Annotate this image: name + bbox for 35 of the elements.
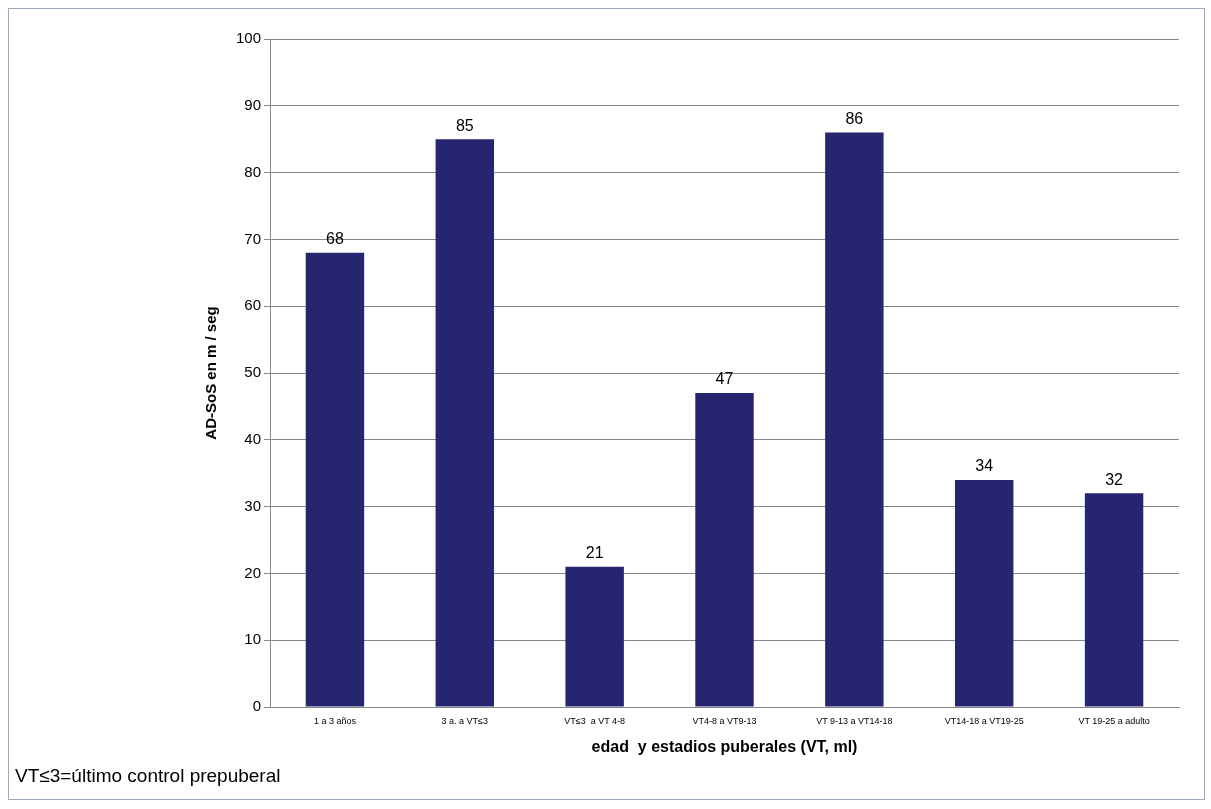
- x-tick-label: 1 a 3 años: [313, 715, 357, 726]
- x-tick-label: VT4-8 a VT9-13: [692, 715, 757, 726]
- y-tick-label: 90: [244, 95, 262, 113]
- y-tick-label: 60: [244, 296, 262, 314]
- y-tick-label: 30: [244, 496, 262, 514]
- text: VT≤3=último control prepuberal: [15, 765, 281, 787]
- y-tick-label: 80: [244, 162, 262, 180]
- y-tick-label: 100: [236, 29, 262, 47]
- bar: [1084, 493, 1144, 707]
- y-tick-label: 50: [244, 363, 262, 381]
- bar: [305, 252, 365, 707]
- x-axis-title: edad y estadios puberales (VT, ml): [591, 737, 858, 755]
- data-label: 21: [585, 544, 604, 562]
- bar: [955, 479, 1014, 707]
- bar: [565, 566, 624, 707]
- data-label: 86: [845, 109, 864, 127]
- data-label: 68: [326, 230, 344, 248]
- data-label: 85: [455, 116, 474, 134]
- y-tick-label: 70: [244, 229, 262, 247]
- data-label: 47: [715, 370, 734, 388]
- y-tick-label: 20: [244, 563, 262, 581]
- y-tick-label: 40: [244, 429, 262, 447]
- y-tick-label: 0: [252, 697, 262, 715]
- x-tick-label: VT 19-25 a adulto: [1078, 715, 1150, 726]
- x-tick-label: VT≤3 a VT 4-8: [564, 715, 626, 726]
- x-tick-label: VT14-18 a VT19-25: [944, 715, 1024, 726]
- bar: [825, 132, 884, 707]
- y-tick-label: 10: [244, 630, 262, 648]
- y-axis-title: AD-SoS en m / seg: [202, 306, 220, 440]
- x-tick-label: 3 a. a VT≤3: [441, 715, 489, 726]
- data-label: 34: [975, 457, 994, 475]
- bar: [695, 393, 754, 707]
- x-tick-label: VT 9-13 a VT14-18: [816, 715, 893, 726]
- data-label: 32: [1105, 470, 1124, 488]
- bar: [435, 139, 495, 707]
